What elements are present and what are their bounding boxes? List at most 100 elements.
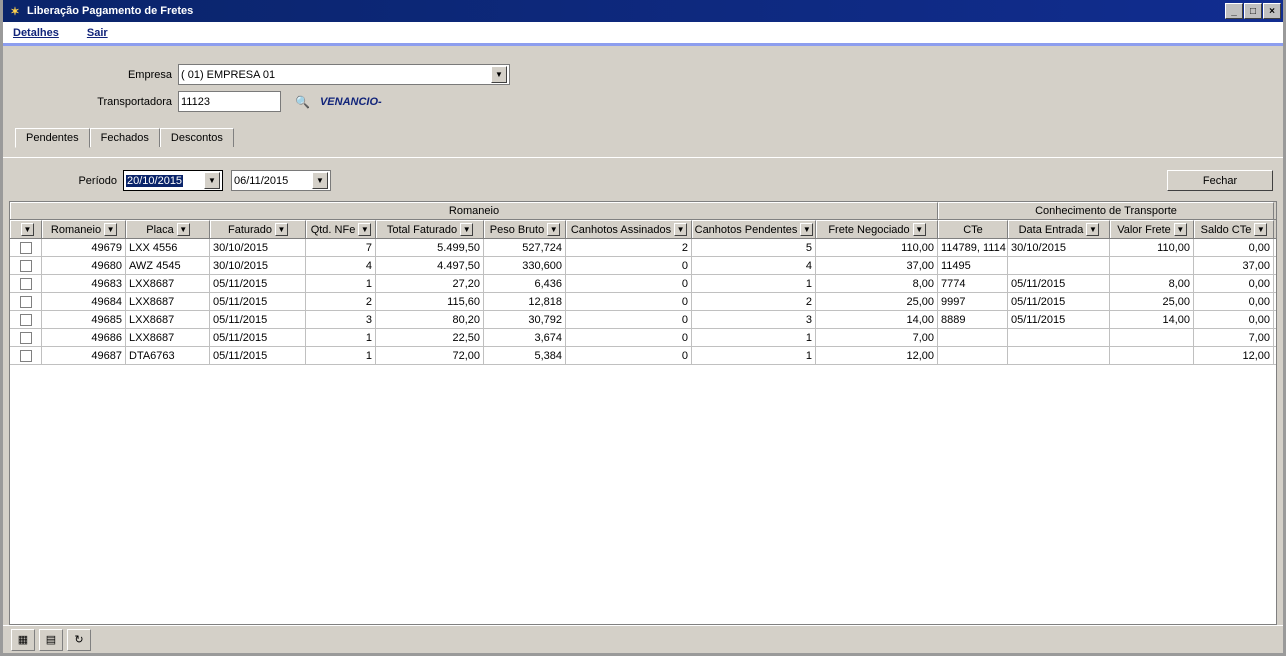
row-checkbox[interactable]: [20, 296, 32, 308]
filter-icon[interactable]: ▼: [800, 223, 813, 236]
empresa-combo[interactable]: ( 01) EMPRESA 01 ▼: [178, 64, 510, 85]
col-canhotos-pendentes[interactable]: Canhotos Pendentes▼: [692, 220, 816, 238]
filter-icon[interactable]: ▼: [674, 223, 687, 236]
tab-pendentes[interactable]: Pendentes: [15, 128, 90, 148]
col-saldo-cte[interactable]: Saldo CTe▼: [1194, 220, 1274, 238]
row-checkbox[interactable]: [20, 314, 32, 326]
toolbtn-2[interactable]: ▤: [39, 629, 63, 651]
menu-sair[interactable]: Sair: [87, 27, 108, 39]
periodo-to-input[interactable]: 06/11/2015 ▼: [231, 170, 331, 191]
row-checkbox[interactable]: [20, 350, 32, 362]
cell: 05/11/2015: [210, 329, 306, 346]
chevron-down-icon[interactable]: ▼: [312, 172, 328, 189]
cell: 4: [306, 257, 376, 274]
cell: 8889: [938, 311, 1008, 328]
window-title: Liberação Pagamento de Fretes: [27, 5, 1224, 17]
filter-icon[interactable]: ▼: [275, 223, 288, 236]
table-row[interactable]: 49686LXX868705/11/2015122,503,674017,007…: [10, 329, 1276, 347]
cell: 4: [692, 257, 816, 274]
col-canhotos-assinados[interactable]: Canhotos Assinados▼: [566, 220, 692, 238]
close-button[interactable]: ×: [1263, 3, 1281, 19]
cell: [10, 275, 42, 292]
col-romaneio[interactable]: Romaneio▼: [42, 220, 126, 238]
col-faturado[interactable]: Faturado▼: [210, 220, 306, 238]
tab-fechados[interactable]: Fechados: [90, 128, 160, 147]
maximize-button[interactable]: □: [1244, 3, 1262, 19]
filter-icon[interactable]: ▼: [358, 223, 371, 236]
cell: 115,60: [376, 293, 484, 310]
col-frete-negociado[interactable]: Frete Negociado▼: [816, 220, 938, 238]
cell: 1: [692, 275, 816, 292]
filter-icon[interactable]: ▼: [1254, 223, 1267, 236]
cell: 5.499,50: [376, 239, 484, 256]
cell: 0: [566, 275, 692, 292]
col-cte[interactable]: CTe: [938, 220, 1008, 238]
cell: 0: [566, 347, 692, 364]
filter-icon[interactable]: ▼: [1174, 223, 1187, 236]
cell: 05/11/2015: [210, 347, 306, 364]
filter-icon[interactable]: ▼: [913, 223, 926, 236]
fechar-button[interactable]: Fechar: [1167, 170, 1273, 191]
data-grid: Romaneio Conhecimento de Transporte ▼ Ro…: [9, 201, 1277, 625]
toolbtn-1[interactable]: ▦: [11, 629, 35, 651]
filter-icon[interactable]: ▼: [460, 223, 473, 236]
cell: 5: [692, 239, 816, 256]
chevron-down-icon[interactable]: ▼: [491, 66, 507, 83]
cell: 110,00: [1110, 239, 1194, 256]
row-checkbox[interactable]: [20, 242, 32, 254]
periodo-from-input[interactable]: 20/10/2015 ▼: [123, 170, 223, 191]
filter-icon[interactable]: ▼: [177, 223, 190, 236]
cell: 05/11/2015: [1008, 293, 1110, 310]
transportadora-input[interactable]: [178, 91, 281, 112]
grid-body: 49679LXX 455630/10/201575.499,50527,7242…: [10, 239, 1276, 624]
col-data-entrada[interactable]: Data Entrada▼: [1008, 220, 1110, 238]
table-row[interactable]: 49680AWZ 454530/10/201544.497,50330,6000…: [10, 257, 1276, 275]
cell: [10, 239, 42, 256]
cell: 1: [692, 347, 816, 364]
filter-icon[interactable]: ▼: [104, 223, 117, 236]
tab-descontos[interactable]: Descontos: [160, 128, 234, 147]
table-row[interactable]: 49684LXX868705/11/20152115,6012,8180225,…: [10, 293, 1276, 311]
table-row[interactable]: 49679LXX 455630/10/201575.499,50527,7242…: [10, 239, 1276, 257]
col-peso-bruto[interactable]: Peso Bruto▼: [484, 220, 566, 238]
carrier-name: VENANCIO-: [320, 96, 382, 108]
toolbtn-3[interactable]: ↻: [67, 629, 91, 651]
minimize-button[interactable]: _: [1225, 3, 1243, 19]
cell: 27,20: [376, 275, 484, 292]
filter-icon[interactable]: ▼: [1086, 223, 1099, 236]
row-checkbox[interactable]: [20, 332, 32, 344]
col-placa[interactable]: Placa▼: [126, 220, 210, 238]
cell: 0,00: [1194, 275, 1274, 292]
col-check[interactable]: ▼: [10, 220, 42, 238]
col-qtd-nfe[interactable]: Qtd. NFe▼: [306, 220, 376, 238]
cell: 11495: [938, 257, 1008, 274]
table-row[interactable]: 49683LXX868705/11/2015127,206,436018,007…: [10, 275, 1276, 293]
cell: LXX 4556: [126, 239, 210, 256]
cell: 14,00: [816, 311, 938, 328]
cell: [1008, 347, 1110, 364]
cell: 527,724: [484, 239, 566, 256]
menu-detalhes[interactable]: Detalhes: [13, 27, 59, 39]
window-buttons: _ □ ×: [1224, 3, 1281, 19]
col-total-faturado[interactable]: Total Faturado▼: [376, 220, 484, 238]
row-checkbox[interactable]: [20, 260, 32, 272]
app-icon: ✶: [7, 3, 23, 19]
row-checkbox[interactable]: [20, 278, 32, 290]
periodo-from-value: 20/10/2015: [126, 175, 183, 187]
app-window: ✶ Liberação Pagamento de Fretes _ □ × De…: [0, 0, 1286, 656]
cell: 05/11/2015: [1008, 275, 1110, 292]
empresa-label: Empresa: [13, 69, 178, 81]
table-row[interactable]: 49685LXX868705/11/2015380,2030,7920314,0…: [10, 311, 1276, 329]
filter-icon[interactable]: ▼: [547, 223, 560, 236]
group-header-cte: Conhecimento de Transporte: [938, 202, 1274, 219]
search-icon[interactable]: 🔍: [295, 95, 310, 109]
cell: 6,436: [484, 275, 566, 292]
cell: 49680: [42, 257, 126, 274]
cell: 49679: [42, 239, 126, 256]
col-valor-frete[interactable]: Valor Frete▼: [1110, 220, 1194, 238]
group-header-romaneio: Romaneio: [10, 202, 938, 219]
table-row[interactable]: 49687DTA676305/11/2015172,005,3840112,00…: [10, 347, 1276, 365]
chevron-down-icon[interactable]: ▼: [204, 172, 220, 189]
cell: 22,50: [376, 329, 484, 346]
filter-icon[interactable]: ▼: [21, 223, 34, 236]
